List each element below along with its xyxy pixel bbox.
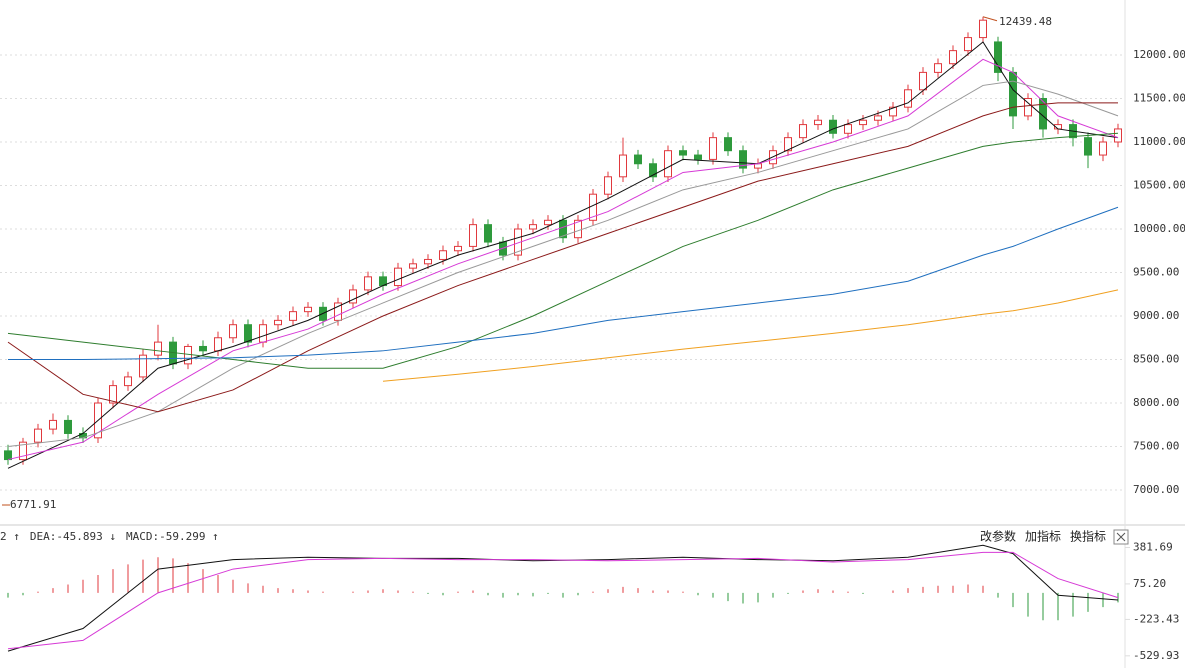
candle-body bbox=[154, 341, 162, 356]
candle-body bbox=[934, 63, 942, 73]
candle-body bbox=[364, 276, 372, 291]
candle-body bbox=[844, 124, 852, 134]
candle-body bbox=[814, 119, 822, 126]
candle-body bbox=[784, 137, 792, 152]
candle-body bbox=[244, 324, 252, 343]
candle-body bbox=[214, 337, 222, 352]
toolbar-button[interactable]: 加指标 bbox=[1025, 529, 1061, 544]
indicator-header: DEA:-45.893 ↓ bbox=[30, 530, 116, 543]
candle-body bbox=[34, 428, 42, 443]
candle-body bbox=[799, 124, 807, 139]
y-tick-label: 8000.00 bbox=[1133, 396, 1179, 409]
indicator-line bbox=[382, 289, 1119, 382]
indicator-line bbox=[7, 132, 1119, 369]
y-tick-label: -223.43 bbox=[1133, 612, 1179, 625]
candle-body bbox=[1039, 97, 1047, 130]
candle-body bbox=[439, 250, 447, 260]
candle-body bbox=[904, 89, 912, 108]
indicator-line bbox=[7, 58, 1119, 461]
candle-body bbox=[274, 319, 282, 326]
y-tick-label: 10500.00 bbox=[1133, 178, 1185, 191]
candle-body bbox=[184, 345, 192, 365]
candle-body bbox=[979, 19, 987, 39]
candle-body bbox=[649, 163, 657, 178]
candle-body bbox=[889, 106, 897, 117]
candle-body bbox=[19, 441, 27, 461]
candle-body bbox=[334, 302, 342, 321]
y-tick-label: 7000.00 bbox=[1133, 483, 1179, 496]
candle-body bbox=[124, 376, 132, 387]
toolbar-button[interactable]: 换指标 bbox=[1070, 529, 1106, 544]
candle-body bbox=[259, 324, 267, 343]
toolbar-button[interactable]: 改参数 bbox=[980, 529, 1016, 544]
y-tick-label: 7500.00 bbox=[1133, 440, 1179, 453]
y-tick-label: -529.93 bbox=[1133, 649, 1179, 662]
y-tick-label: 9000.00 bbox=[1133, 309, 1179, 322]
candle-body bbox=[694, 154, 702, 160]
candle-body bbox=[724, 137, 732, 152]
low-label: 6771.91 bbox=[10, 498, 56, 511]
candle-body bbox=[1084, 137, 1092, 156]
candle-body bbox=[529, 224, 537, 230]
candle-body bbox=[829, 119, 837, 134]
candle-body bbox=[964, 37, 972, 52]
indicator-line bbox=[7, 102, 1118, 413]
y-tick-label: 11000.00 bbox=[1133, 135, 1185, 148]
candle-body bbox=[49, 419, 57, 430]
candle-body bbox=[4, 450, 12, 461]
candle-body bbox=[709, 137, 717, 160]
candle-body bbox=[859, 119, 867, 126]
candle-body bbox=[1114, 128, 1122, 143]
high-label: 12439.48 bbox=[999, 15, 1052, 28]
candle-body bbox=[619, 154, 627, 178]
candle-body bbox=[949, 50, 957, 65]
indicator-header: 2 ↑ bbox=[0, 530, 20, 543]
candle-body bbox=[394, 267, 402, 287]
indicator-line bbox=[7, 80, 1119, 448]
indicator-header: MACD:-59.299 ↑ bbox=[126, 530, 219, 543]
candle-body bbox=[1024, 97, 1032, 117]
candle-body bbox=[109, 385, 117, 404]
candle-body bbox=[349, 289, 357, 304]
candle-body bbox=[739, 150, 747, 169]
y-tick-label: 381.69 bbox=[1133, 540, 1173, 553]
candle-body bbox=[874, 115, 882, 121]
candle-body bbox=[679, 150, 687, 156]
candle-body bbox=[1099, 141, 1107, 156]
y-tick-label: 12000.00 bbox=[1133, 48, 1185, 61]
candle-body bbox=[304, 306, 312, 313]
indicator-line bbox=[8, 206, 1119, 361]
candle-body bbox=[634, 154, 642, 165]
y-tick-label: 11500.00 bbox=[1133, 91, 1185, 104]
candle-body bbox=[919, 71, 927, 91]
candle-body bbox=[604, 176, 612, 195]
candle-body bbox=[664, 150, 672, 178]
close-icon bbox=[1116, 532, 1126, 542]
candle-body bbox=[289, 311, 297, 321]
candle-body bbox=[424, 258, 432, 265]
candle-body bbox=[544, 219, 552, 226]
y-tick-label: 8500.00 bbox=[1133, 353, 1179, 366]
indicator-line bbox=[7, 41, 1119, 469]
indicator-line bbox=[7, 544, 1119, 652]
y-tick-label: 75.20 bbox=[1133, 577, 1166, 590]
candle-body bbox=[484, 224, 492, 243]
candle-body bbox=[994, 41, 1002, 73]
annotation-arrow bbox=[982, 16, 998, 22]
candle-body bbox=[1009, 71, 1017, 117]
indicator-line bbox=[7, 551, 1119, 650]
candle-body bbox=[139, 354, 147, 378]
candle-body bbox=[469, 224, 477, 247]
y-tick-label: 10000.00 bbox=[1133, 222, 1185, 235]
candle-body bbox=[229, 324, 237, 339]
candle-body bbox=[64, 419, 72, 434]
candle-body bbox=[409, 263, 417, 269]
candle-body bbox=[199, 345, 207, 352]
y-tick-label: 9500.00 bbox=[1133, 266, 1179, 279]
candle-body bbox=[454, 245, 462, 252]
